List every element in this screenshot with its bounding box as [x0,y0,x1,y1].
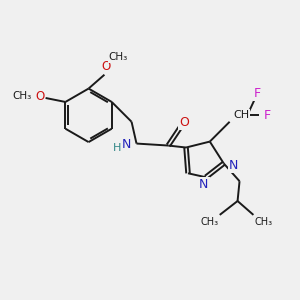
Text: CH₃: CH₃ [12,91,32,101]
Text: O: O [35,91,44,103]
Text: N: N [199,178,208,191]
Text: O: O [179,116,189,129]
Text: F: F [264,109,271,122]
Text: H: H [112,142,121,152]
Text: CH₃: CH₃ [109,52,128,62]
Text: N: N [122,138,131,151]
Text: F: F [254,86,261,100]
Text: N: N [229,159,238,172]
Text: CH₃: CH₃ [201,217,219,227]
Text: CH: CH [233,110,250,120]
Text: CH₃: CH₃ [254,217,272,227]
Text: O: O [102,60,111,73]
